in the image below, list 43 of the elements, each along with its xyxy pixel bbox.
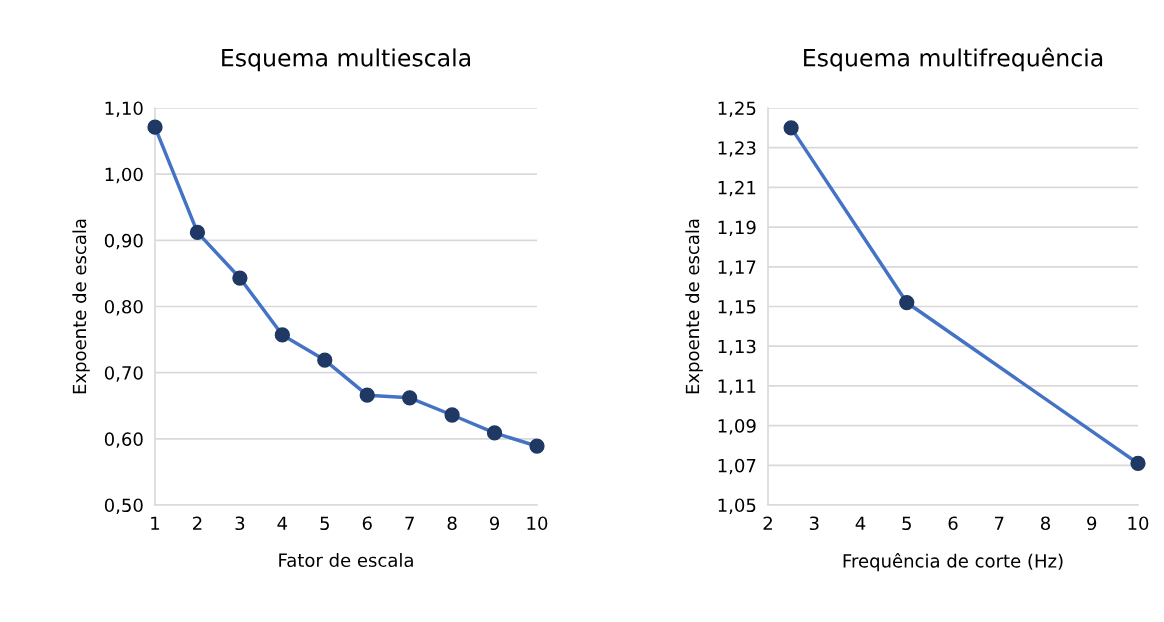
y-tick-label: 1,19 bbox=[718, 220, 756, 237]
x-tick-label: 1 bbox=[151, 516, 160, 530]
x-tick-label: 7 bbox=[994, 516, 1004, 530]
y-tick-label: 0,70 bbox=[104, 366, 143, 382]
y-tick-label: 0,90 bbox=[104, 233, 143, 250]
y-tick-label: 0,50 bbox=[104, 498, 143, 514]
x-tick-label: 4 bbox=[855, 516, 866, 530]
y-axis-title: Expoente de escala bbox=[685, 219, 703, 394]
chart-title: Esquema multiescala bbox=[222, 48, 471, 72]
y-tick-label: 1,21 bbox=[718, 180, 756, 197]
x-tick-label: 2 bbox=[193, 516, 202, 530]
x-tick-label: 5 bbox=[902, 516, 911, 531]
x-tick-label: 9 bbox=[489, 516, 500, 531]
x-tick-label: 10 bbox=[527, 516, 548, 531]
x-tick-label: 5 bbox=[320, 516, 329, 531]
x-tick-label: 6 bbox=[362, 516, 372, 531]
y-tick-label: 1,23 bbox=[718, 141, 756, 157]
y-tick-label: 1,10 bbox=[105, 101, 143, 117]
x-tick-label: 6 bbox=[948, 516, 958, 531]
x-tick-label: 7 bbox=[405, 516, 414, 530]
x-tick-label: 8 bbox=[447, 516, 457, 531]
y-tick-label: 1,09 bbox=[718, 419, 756, 435]
y-tick-label: 1,07 bbox=[718, 458, 756, 475]
y-tick-label: 1,17 bbox=[718, 260, 756, 276]
y-tick-label: 0,80 bbox=[104, 299, 143, 316]
y-tick-label: 1,05 bbox=[718, 498, 756, 514]
x-tick-label: 4 bbox=[277, 516, 288, 530]
y-tick-label: 1,00 bbox=[105, 167, 143, 184]
x-axis-title: Frequência de corte (Hz) bbox=[843, 553, 1063, 572]
y-tick-label: 1,15 bbox=[718, 300, 756, 316]
y-axis-title: Expoente de escala bbox=[72, 219, 90, 394]
y-tick-label: 1,25 bbox=[718, 101, 756, 117]
x-axis-title: Fator de escala bbox=[279, 553, 413, 568]
y-tick-label: 1,11 bbox=[718, 379, 756, 395]
x-tick-label: 8 bbox=[1040, 516, 1051, 531]
x-tick-label: 2 bbox=[763, 516, 772, 530]
x-tick-label: 9 bbox=[1087, 516, 1097, 531]
x-tick-label: 3 bbox=[235, 516, 245, 531]
y-tick-label: 0,60 bbox=[104, 432, 143, 448]
x-tick-label: 10 bbox=[1128, 516, 1149, 531]
chart-title: Esquema multifrequência bbox=[804, 47, 1103, 72]
x-tick-label: 3 bbox=[809, 516, 819, 531]
y-tick-label: 1,13 bbox=[718, 339, 756, 356]
